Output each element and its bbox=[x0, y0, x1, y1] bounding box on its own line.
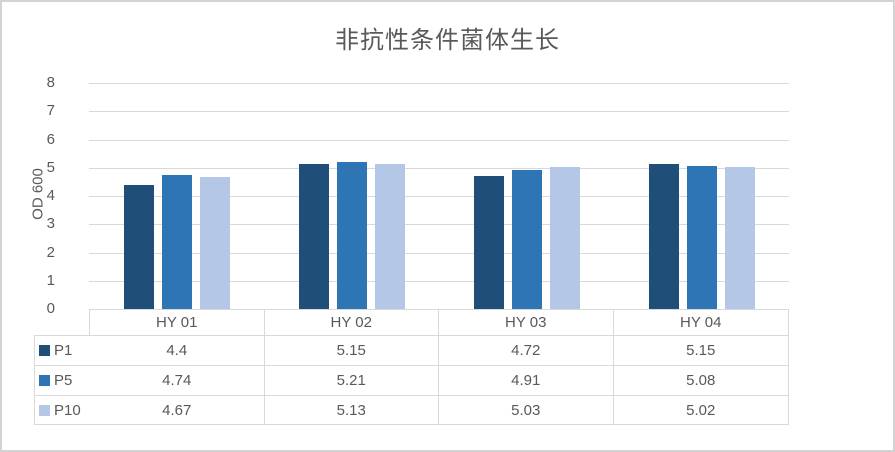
table-value-P10-HY02: 5.13 bbox=[265, 396, 439, 424]
gridline-y-8 bbox=[89, 83, 789, 84]
y-tick-label-8: 8 bbox=[46, 74, 55, 91]
bar-P5-HY04 bbox=[686, 165, 717, 309]
legend-label-P10: P10 bbox=[54, 401, 81, 419]
bar-P1-HY01 bbox=[123, 184, 154, 309]
y-tick-label-7: 7 bbox=[46, 102, 55, 120]
y-tick-label-6: 6 bbox=[46, 130, 55, 148]
gridline-y-4 bbox=[89, 196, 789, 197]
table-value-P1-HY02: 5.15 bbox=[264, 336, 439, 366]
data-table-row-headers: P1 P5 P10 bbox=[34, 335, 90, 425]
y-tick-label-5: 5 bbox=[46, 158, 55, 176]
table-value-P5-HY01: 4.74 bbox=[90, 366, 265, 396]
category-header-HY04: HY 04 bbox=[613, 310, 788, 336]
bar-P10-HY04 bbox=[724, 167, 755, 309]
legend-row-P1: P1 bbox=[35, 336, 90, 366]
y-tick-label-0: 0 bbox=[46, 300, 55, 317]
category-header-HY02: HY 02 bbox=[264, 310, 439, 336]
legend-swatch-P1 bbox=[39, 345, 50, 356]
gridline-y-6 bbox=[89, 139, 789, 141]
bar-P10-HY02 bbox=[374, 164, 405, 309]
table-value-P1-HY01: 4.4 bbox=[90, 336, 265, 366]
legend-row-P10: P10 bbox=[35, 396, 90, 424]
table-value-P5-HY03: 4.91 bbox=[439, 366, 614, 396]
y-tick-label-3: 3 bbox=[46, 215, 55, 233]
y-tick-label-1: 1 bbox=[46, 271, 55, 289]
table-value-P5-HY04: 5.08 bbox=[613, 366, 788, 396]
table-value-P1-HY04: 5.15 bbox=[613, 336, 788, 366]
legend-swatch-P5 bbox=[39, 375, 50, 386]
table-value-P5-HY02: 5.21 bbox=[264, 366, 439, 396]
gridline-y-3 bbox=[89, 224, 789, 226]
legend-label-P1: P1 bbox=[54, 342, 73, 359]
gridline-y-7 bbox=[89, 111, 789, 113]
table-value-P10-HY01: 4.67 bbox=[90, 396, 265, 424]
gridline-y-2 bbox=[89, 252, 789, 254]
y-tick-label-2: 2 bbox=[46, 243, 55, 261]
data-table: HY 01 HY 02 HY 03 HY 04 4.4 5.15 4.72 5.15 4.74 5… bbox=[89, 309, 789, 425]
y-tick-label-4: 4 bbox=[46, 187, 55, 204]
table-value-P10-HY03: 5.03 bbox=[439, 396, 614, 424]
bar-P10-HY03 bbox=[549, 166, 580, 309]
bar-P5-HY03 bbox=[511, 170, 542, 309]
chart-title: 非抗性条件菌体生长 bbox=[335, 27, 560, 54]
bar-P1-HY02 bbox=[298, 163, 329, 309]
category-header-HY03: HY 03 bbox=[439, 310, 614, 336]
bar-P1-HY03 bbox=[473, 175, 504, 309]
bar-P10-HY01 bbox=[199, 177, 230, 309]
legend-swatch-P10 bbox=[39, 404, 50, 416]
table-value-P10-HY04: 5.02 bbox=[686, 401, 716, 419]
legend-row-P5: P5 bbox=[35, 366, 90, 396]
category-header-HY01: HY 01 bbox=[90, 310, 265, 336]
legend-label-P5: P5 bbox=[54, 372, 73, 389]
gridline-y-5 bbox=[89, 167, 789, 169]
bar-P5-HY02 bbox=[336, 161, 367, 309]
plot-area bbox=[89, 83, 789, 309]
table-value-P1-HY03: 4.72 bbox=[439, 336, 614, 366]
bar-P1-HY04 bbox=[648, 163, 679, 309]
bar-P5-HY01 bbox=[161, 175, 192, 309]
gridline-y-1 bbox=[89, 280, 789, 282]
